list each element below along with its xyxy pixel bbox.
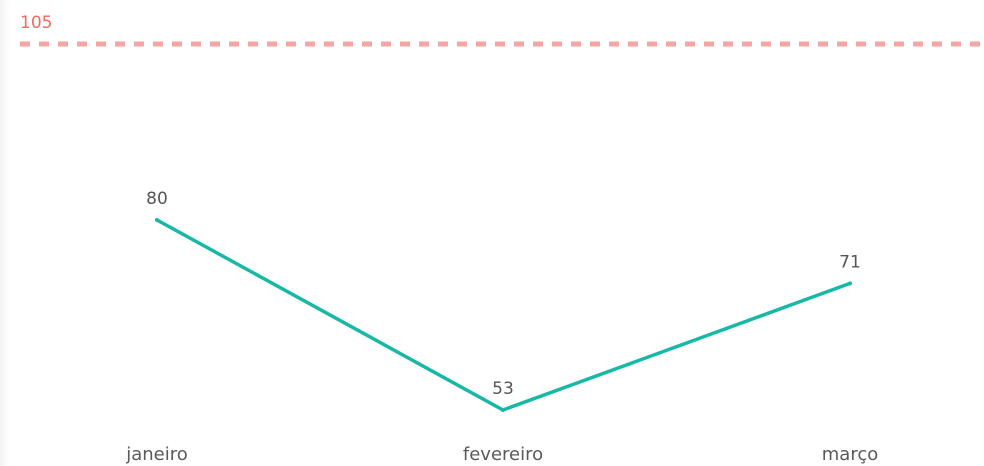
data-label: 71	[839, 252, 861, 272]
x-tick-label: março	[822, 444, 878, 465]
reference-line-label: 105	[20, 13, 52, 33]
data-point[interactable]	[848, 281, 852, 286]
left-edge-shadow	[0, 0, 10, 466]
data-label-group: 80 53 71	[146, 189, 861, 399]
data-label: 80	[146, 189, 168, 209]
reference-line-group: 105	[20, 13, 984, 47]
data-point[interactable]	[501, 408, 505, 412]
data-point[interactable]	[155, 218, 159, 222]
x-tick-label: janeiro	[125, 444, 188, 465]
x-axis: janeiro fevereiro março	[125, 444, 878, 465]
data-label: 53	[492, 379, 514, 399]
x-tick-label: fevereiro	[463, 444, 543, 465]
series-line-group	[155, 218, 852, 412]
